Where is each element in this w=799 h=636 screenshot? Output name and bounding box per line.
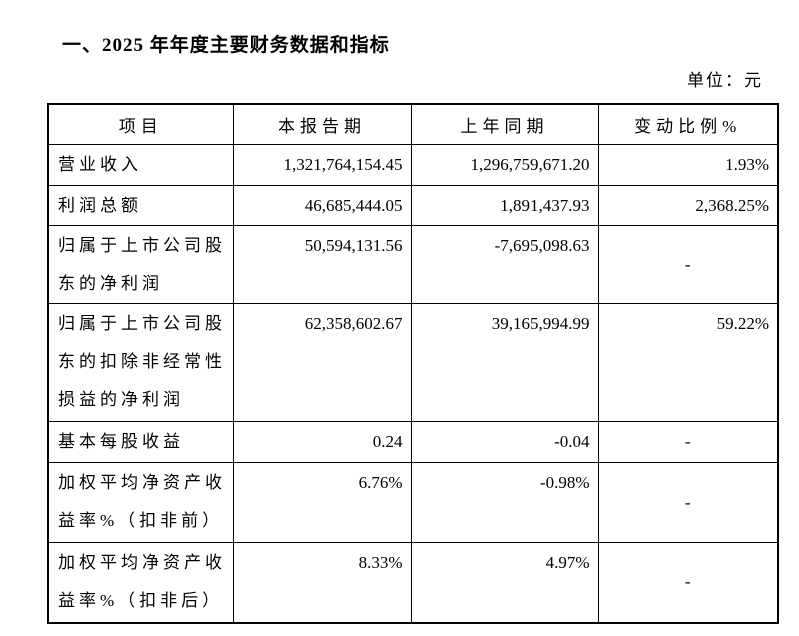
- row-label-cell: 利润总额: [47, 185, 234, 226]
- col-header-prior-period: 上年同期: [410, 103, 599, 145]
- row-label-cell: 基本每股收益: [47, 421, 234, 463]
- current-period-cell: 1,321,764,154.45: [232, 144, 412, 186]
- current-period-cell: 50,594,131.56: [232, 225, 412, 304]
- table-row: 加权平均净资产收益率%（扣非后） 8.33% 4.97% -: [47, 542, 779, 623]
- change-ratio-cell: -: [597, 225, 779, 304]
- prior-period-cell: -0.04: [410, 421, 599, 463]
- prior-period-cell: 1,891,437.93: [410, 185, 599, 226]
- row-label-cell: 归属于上市公司股东的净利润: [47, 225, 234, 304]
- table-row: 加权平均净资产收益率%（扣非前） 6.76% -0.98% -: [47, 462, 779, 543]
- col-header-current-period: 本报告期: [232, 103, 412, 145]
- prior-period-cell: -0.98%: [410, 462, 599, 543]
- row-label-cell: 加权平均净资产收益率%（扣非前）: [47, 462, 234, 543]
- current-period-cell: 8.33%: [232, 542, 412, 623]
- current-period-cell: 62,358,602.67: [232, 303, 412, 422]
- header-row: 项目 本报告期 上年同期 变动比例%: [47, 103, 779, 145]
- change-ratio-cell: -: [597, 421, 779, 463]
- table-row: 营业收入 1,321,764,154.45 1,296,759,671.20 1…: [47, 144, 779, 186]
- row-label-cell: 加权平均净资产收益率%（扣非后）: [47, 542, 234, 623]
- current-period-cell: 46,685,444.05: [232, 185, 412, 226]
- financial-indicators-table: 项目 本报告期 上年同期 变动比例% 营业收入 1,321,764,154.45…: [47, 103, 779, 624]
- unit-label: 单位：元: [687, 71, 763, 90]
- change-ratio-cell: -: [597, 462, 779, 543]
- current-period-cell: 6.76%: [232, 462, 412, 543]
- table-row: 归属于上市公司股东的扣除非经常性损益的净利润 62,358,602.67 39,…: [47, 303, 779, 422]
- section-title: 一、2025 年年度主要财务数据和指标: [62, 35, 390, 56]
- table-row: 归属于上市公司股东的净利润 50,594,131.56 -7,695,098.6…: [47, 225, 779, 304]
- change-ratio-cell: -: [597, 542, 779, 623]
- change-ratio-cell: 59.22%: [597, 303, 779, 422]
- prior-period-cell: 1,296,759,671.20: [410, 144, 599, 186]
- prior-period-cell: 4.97%: [410, 542, 599, 623]
- row-label-cell: 归属于上市公司股东的扣除非经常性损益的净利润: [47, 303, 234, 422]
- row-label-cell: 营业收入: [47, 144, 234, 186]
- col-header-item: 项目: [47, 103, 234, 145]
- change-ratio-cell: 1.93%: [597, 144, 779, 186]
- change-ratio-cell: 2,368.25%: [597, 185, 779, 226]
- col-header-change-ratio: 变动比例%: [597, 103, 779, 145]
- prior-period-cell: -7,695,098.63: [410, 225, 599, 304]
- table-row: 基本每股收益 0.24 -0.04 -: [47, 421, 779, 463]
- table-row: 利润总额 46,685,444.05 1,891,437.93 2,368.25…: [47, 185, 779, 226]
- prior-period-cell: 39,165,994.99: [410, 303, 599, 422]
- current-period-cell: 0.24: [232, 421, 412, 463]
